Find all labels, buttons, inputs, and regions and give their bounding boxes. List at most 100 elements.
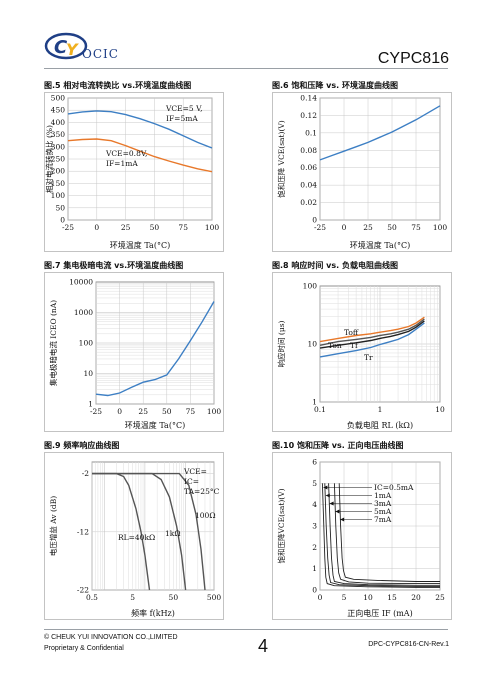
footer-confidential: Proprietary & Confidential [44,645,124,652]
series-line-1 [67,138,213,173]
y-tick-label: 0 [312,586,317,595]
x-tick-label: 5 [342,593,347,602]
y-tick-label: 100 [79,339,94,348]
y-tick-label: 500 [51,94,66,103]
y-tick-label: 0 [60,216,65,225]
y-tick-label: 1 [88,400,93,409]
y-tick-label: 1 [312,398,317,407]
series-line-1 [324,483,440,587]
fig7-chart: -25 0 25 50 75 100 1 10 100 1000 10000 环境温度 Ta(°C) 集… [44,272,224,432]
x-tick-label: 75 [186,407,196,416]
x-axis-label: 频率 f(kHz) [131,608,175,618]
x-tick-label: 25 [363,223,373,232]
series-label: 1mA [374,491,392,500]
y-tick-label: 0.08 [300,146,317,155]
brand-name: OCIC [82,47,119,61]
y-tick-label: 0.04 [300,181,317,190]
fig9-plot-area [91,461,215,591]
x-tick-label: 100 [207,407,222,416]
y-tick-label: 350 [51,130,66,139]
fig8-frame [272,272,452,432]
x-tick-label: 20 [411,593,421,602]
x-tick-label: -25 [314,223,326,232]
arrow-head [340,517,345,522]
x-tick-label: 25 [435,593,445,602]
x-tick-label: -25 [90,407,102,416]
x-tick-label: 0 [318,593,323,602]
y-tick-label: 150 [51,179,66,188]
arrow-head [325,493,330,498]
y-tick-label: 50 [55,203,65,212]
x-tick-label: 25 [138,407,148,416]
fig9-title: 图.9 频率响应曲线图 [44,441,120,450]
y-axis-label: 相对电流转换比 (%) [44,125,54,193]
y-axis-label: 饱和压降 VCE(sat)(V) [276,120,286,198]
fig6-chart: -25 0 25 50 75 10000.020.040.060.080.10.120.1… [272,92,452,252]
series-label-tf: Tf [350,341,359,350]
fig6-plot-area [319,97,441,221]
header-divider [44,68,448,69]
company-logo: C Y [44,28,144,68]
series-line-2 [328,483,440,586]
series-line-1 [319,318,425,346]
x-tick-label: 10 [363,593,373,602]
y-tick-label: 10000 [69,278,93,287]
y-tick-label: 450 [51,106,66,115]
y-axis-label: 响应时间 (μs) [276,320,286,367]
y-axis-label: 集电极暗电流 ICEO (nA) [48,300,58,386]
annotation-text: 100Ω [195,511,216,520]
footer-divider [44,629,448,630]
fig10-frame [272,452,452,620]
x-tick-label: 15 [387,593,397,602]
x-axis-label: 环境温度 Ta(°C) [110,240,170,250]
x-tick-label: 500 [207,593,222,602]
x-tick-label: 100 [205,223,220,232]
y-tick-label: 0.02 [300,198,317,207]
svg-text:Y: Y [66,40,79,59]
annotation-text: IC= [184,477,199,486]
y-axis-label: 饱和压降VCE(sat)(V) [276,488,286,563]
y-tick-label: 3 [312,522,317,531]
y-tick-label: -2 [82,469,90,478]
annotation-text: RL=40kΩ [118,533,155,542]
y-tick-label: -22 [77,586,89,595]
series-line-0 [321,483,440,588]
series-label: 3mA [374,499,392,508]
series-line-4 [338,483,440,582]
series-label-tr: Tr [364,353,373,362]
annotation-text: VCE= [183,467,207,476]
y-tick-label: 0.06 [300,163,317,172]
x-tick-label: 0 [94,223,99,232]
series-line-2 [319,320,425,349]
fig10-chart: 0 5 10 15 20 25 0 1 2 3 4 5 6 正向电压 IF (mA) 饱和压降VCE(sat… [272,452,452,620]
y-tick-label: 1 [312,564,317,573]
y-tick-label: 10 [83,369,93,378]
annotation-text: VCE=5 V, [165,104,203,113]
x-tick-label: 10 [435,405,445,414]
y-tick-label: 0.12 [300,111,317,120]
y-tick-label: -12 [77,527,89,536]
x-tick-label: 50 [387,223,397,232]
y-tick-label: 0.1 [305,128,317,137]
logo-icon: C Y [44,32,88,60]
fig6-frame [272,92,452,252]
page-number: 4 [258,636,269,656]
x-axis-label: 环境温度 Ta(°C) [350,240,410,250]
annotation-text: VCE=0.8V, [105,149,147,158]
y-tick-label: 100 [51,191,66,200]
arrow-head [323,485,328,490]
x-tick-label: 75 [178,223,188,232]
fig9-chart: 0.5 5 50 500 -2 -12 -22 频率 f(kHz) 电压增益 Av (dB) VC… [44,452,224,620]
series-line-0 [67,110,213,149]
fig7-frame [44,272,224,432]
svg-text:C: C [54,37,68,58]
y-axis-label: 电压增益 Av (dB) [48,496,58,556]
fig7-title: 图.7 集电极暗电流 vs.环境温度曲线图 [44,261,184,270]
y-tick-label: 250 [51,155,66,164]
model-number: CYPC816 [377,50,449,67]
series-line-3 [333,483,440,585]
x-tick-label: 0 [342,223,347,232]
fig5-title: 图.5 相对电流转换比 vs.环境温度曲线图 [44,81,192,90]
x-tick-label: 100 [433,223,448,232]
